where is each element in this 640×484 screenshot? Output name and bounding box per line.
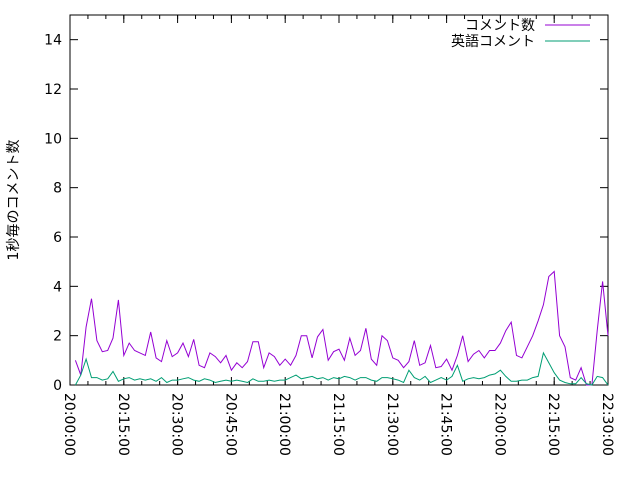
y-axis-label: 1秒毎のコメント数 [6, 140, 22, 261]
x-tick-label: 21:45:00 [438, 393, 454, 456]
legend-label: コメント数 [465, 18, 535, 34]
y-tick-label: 2 [53, 329, 62, 345]
x-tick-label: 20:15:00 [115, 393, 131, 456]
y-tick-label: 12 [44, 82, 62, 98]
plot-border [69, 14, 609, 386]
x-tick-label: 20:00:00 [61, 393, 77, 456]
axes: 0 2 4 6 8 10 12 14 20:00:00 20:15:00 20:30:00 20:45… [44, 14, 615, 456]
y-tick-label: 0 [53, 378, 62, 394]
x-tick-label: 21:30:00 [384, 393, 400, 456]
y-tick-label: 10 [44, 131, 62, 147]
x-tick-label: 21:15:00 [330, 393, 346, 456]
series-group [74, 270, 609, 386]
x-tick-label: 20:30:00 [169, 393, 185, 456]
y-tick-label: 14 [44, 33, 62, 49]
series-line-1 [74, 351, 609, 386]
x-tick-label: 22:15:00 [545, 393, 561, 456]
x-tick-label: 22:00:00 [491, 393, 507, 456]
y-tick-label: 6 [53, 230, 62, 246]
x-tick-label: 22:30:00 [599, 393, 615, 456]
y-tick-label: 4 [53, 279, 62, 295]
series-line-0 [74, 270, 609, 386]
legend-label: 英語コメント [451, 33, 535, 50]
x-tick-label: 20:45:00 [222, 393, 238, 456]
x-tick-label: 21:00:00 [276, 393, 292, 456]
y-tick-label: 8 [53, 181, 62, 197]
